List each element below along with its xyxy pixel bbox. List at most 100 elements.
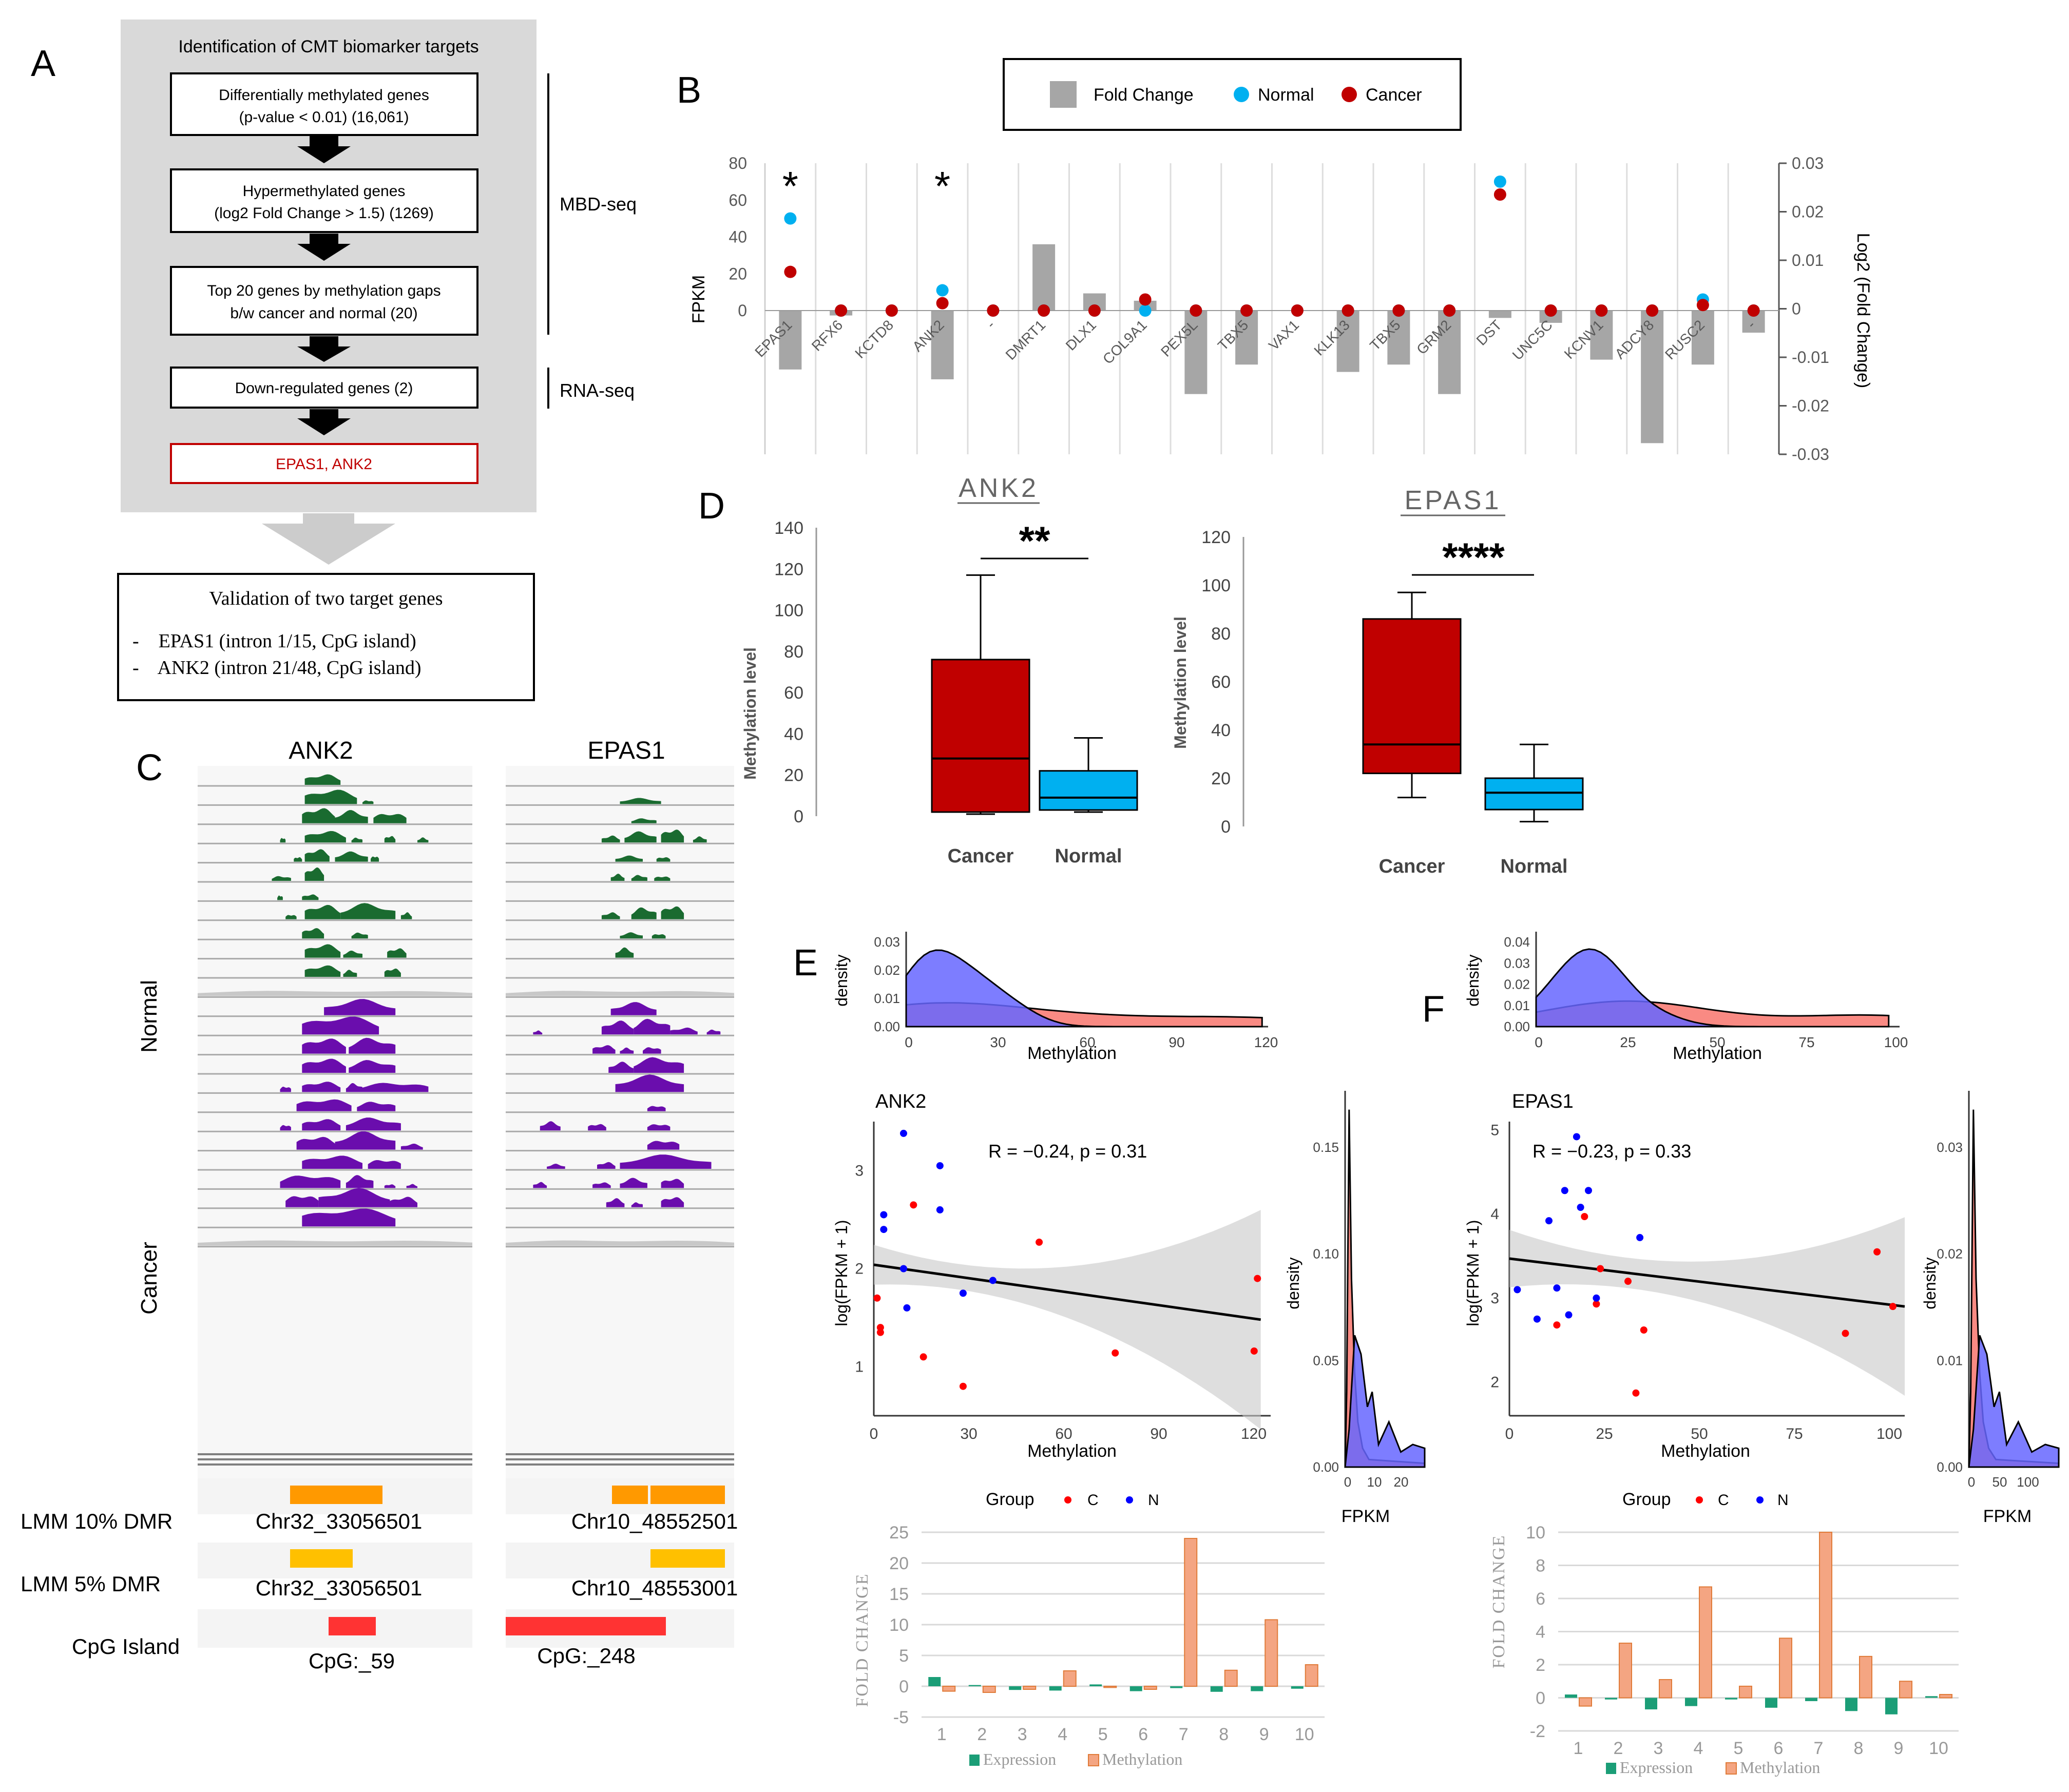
cancer-point <box>1250 1347 1258 1355</box>
ank2-normal-coverage <box>277 895 283 900</box>
ank2-dmr5-bar <box>290 1549 353 1568</box>
workflow-step-3-line1: Top 20 genes by methylation gaps <box>207 282 440 299</box>
normal-density <box>905 949 1262 1028</box>
cancer-dot <box>1190 304 1202 317</box>
epas1-cancer-coverage <box>533 1182 547 1188</box>
methylation-bar <box>1305 1664 1318 1687</box>
normal-point <box>899 1129 907 1137</box>
ank2-normal-coverage <box>280 838 286 843</box>
epas1-cpg-bar <box>506 1617 666 1635</box>
f-legend-n-dot <box>1756 1496 1764 1504</box>
normal-density <box>1968 1335 2060 1468</box>
epas1-cancer-coverage <box>615 1074 684 1092</box>
bar-ytick: -2 <box>1530 1722 1545 1741</box>
f-bars-ylabel: FOLD CHANGE <box>1489 1535 1508 1669</box>
epas1-cancer-coverage <box>620 1154 712 1169</box>
expression-bar <box>1765 1698 1777 1708</box>
ank2-cancer-coverage <box>280 1125 291 1131</box>
epas1-input-coverage <box>506 1240 734 1246</box>
ank2-normal-coverage <box>272 876 291 881</box>
boxplot-ank2: 140 120 100 80 60 40 20 0 Cancer Normal ** <box>774 518 1138 867</box>
ank2-cancer-coverage <box>346 1083 362 1092</box>
expression-bar <box>1251 1686 1263 1691</box>
epas1-cancer-coverage <box>706 1029 721 1035</box>
category-tick-label: KCTD8 <box>852 317 896 361</box>
epas1-dmr5-label: Chr10_48553001 <box>571 1576 738 1600</box>
ank2-input-coverage <box>198 1240 472 1246</box>
e-legend-n-label: N <box>1148 1492 1159 1509</box>
cancer-point <box>1842 1329 1849 1337</box>
chart-b-ytick: 60 <box>729 191 747 209</box>
boxplot-ytick: 0 <box>1221 817 1231 837</box>
epas1-normal-coverage <box>652 934 666 939</box>
workflow-step-2-line1: Hypermethylated genes <box>243 183 406 200</box>
f-scatter-xlabel: Methylation <box>1661 1441 1750 1461</box>
density-xtick: 0 <box>1535 1034 1543 1050</box>
ank2-normal-coverage <box>343 950 362 958</box>
bar-category-label: 6 <box>1138 1725 1148 1744</box>
regression-line <box>873 1263 1261 1321</box>
bar-ytick: 2 <box>1536 1655 1545 1675</box>
ank2-cancer-coverage <box>285 1196 319 1207</box>
methylation-bar <box>1859 1655 1872 1699</box>
methylation-bar <box>1779 1637 1792 1699</box>
bar-category-label: 7 <box>1179 1725 1189 1744</box>
ank2-cancer-coverage <box>318 1188 390 1207</box>
row-label-dmr10: LMM 10% DMR <box>21 1509 173 1533</box>
e-right-density-xlabel: FPKM <box>1342 1507 1390 1526</box>
density-ytick: 0.02 <box>1937 1246 1963 1262</box>
track-title-ank2: ANK2 <box>289 737 353 764</box>
density-ytick: 0.04 <box>1504 934 1530 950</box>
density-ytick: 0.10 <box>1313 1246 1339 1262</box>
chart-b-ytick: 20 <box>729 264 747 283</box>
epas1-cancer-coverage <box>631 1202 643 1207</box>
methylation-bar <box>1143 1686 1157 1690</box>
ank2-cpg-label: CpG:_59 <box>309 1649 395 1673</box>
normal-point <box>880 1211 888 1219</box>
epas1-cancer-coverage <box>661 1179 684 1188</box>
chart-b-yticks: 80 60 40 20 0 <box>729 154 747 320</box>
fold-change-bar <box>931 311 954 379</box>
f-legend-expression-swatch <box>1606 1763 1616 1774</box>
bar-ytick: 25 <box>889 1523 909 1543</box>
epas1-normal-coverage <box>661 906 684 919</box>
panel-label-a: A <box>31 43 55 84</box>
expression-bar <box>1009 1686 1022 1690</box>
cancer-dot <box>1493 188 1506 201</box>
boxplot-ytick: 140 <box>774 518 803 538</box>
cancer-point <box>1254 1275 1261 1282</box>
ank2-normal-coverage <box>335 810 368 823</box>
bar-category-label: 5 <box>1098 1725 1108 1744</box>
f-legend-n-label: N <box>1777 1492 1789 1509</box>
ank2-cancer-coverage <box>362 1083 429 1092</box>
density-xtick: 75 <box>1798 1034 1814 1050</box>
fold-change-bar <box>1590 311 1613 360</box>
f-legend-methylation-swatch <box>1726 1762 1737 1775</box>
expression-bar <box>1605 1698 1617 1700</box>
density-ytick: 0.01 <box>1937 1353 1963 1368</box>
cancer-dot <box>1443 304 1456 317</box>
epas1-normal-coverage <box>620 798 661 804</box>
expression-bar <box>1685 1698 1697 1706</box>
e-legend-expression-label: Expression <box>983 1750 1056 1768</box>
bar-ytick: 0 <box>1536 1689 1545 1708</box>
f-scatter-ylabel: log(FPKM + 1) <box>1464 1220 1482 1326</box>
cancer-dot <box>1139 293 1152 306</box>
density-ytick: 0.03 <box>874 934 900 950</box>
cancer-point <box>1640 1326 1647 1334</box>
bar-category-label: 1 <box>1574 1739 1583 1758</box>
epas1-normal-coverage <box>615 947 634 958</box>
f-legend-expression-label: Expression <box>1620 1758 1693 1777</box>
ank2-cancer-coverage <box>324 999 396 1015</box>
panel-label-b: B <box>677 70 701 111</box>
scatter-xtick: 90 <box>1150 1425 1167 1442</box>
scatter-xtick: 0 <box>870 1425 878 1442</box>
normal-box <box>1484 777 1584 811</box>
normal-dot <box>1493 175 1506 188</box>
expression-bar <box>1725 1698 1737 1700</box>
ank2-dmr5-label: Chr32_33056501 <box>256 1576 423 1600</box>
f-scatter: 0 25 50 75 100 2 3 4 5 <box>1490 1122 1905 1442</box>
bar-category-label: 9 <box>1259 1725 1269 1744</box>
bar-category-label: 8 <box>1854 1739 1864 1758</box>
bar-ytick: -5 <box>893 1708 909 1727</box>
